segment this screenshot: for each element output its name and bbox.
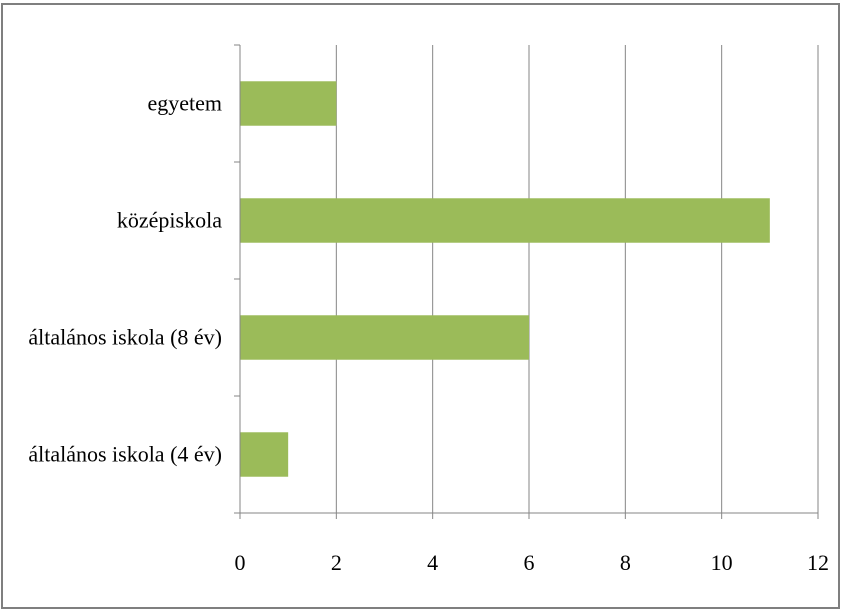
category-label: egyetem xyxy=(147,91,222,116)
bar xyxy=(240,81,336,125)
tick-labels: 0 2 4 6 8 10 12 xyxy=(235,550,830,575)
bars xyxy=(240,81,770,476)
bar xyxy=(240,315,529,359)
bar xyxy=(240,432,288,476)
x-tick-label: 2 xyxy=(331,550,342,575)
gridlines xyxy=(336,45,818,513)
x-tick-label: 4 xyxy=(427,550,438,575)
x-tick-label: 0 xyxy=(235,550,246,575)
x-tick-label: 12 xyxy=(807,550,829,575)
bar xyxy=(240,198,770,242)
category-label: általános iskola (8 év) xyxy=(28,325,222,350)
category-label: általános iskola (4 év) xyxy=(28,442,222,467)
x-tick-label: 8 xyxy=(620,550,631,575)
category-label: középiskola xyxy=(117,208,222,233)
category-labels: egyetem középiskola általános iskola (8 év… xyxy=(28,91,222,467)
x-tick-label: 6 xyxy=(524,550,535,575)
x-tick-label: 10 xyxy=(711,550,733,575)
